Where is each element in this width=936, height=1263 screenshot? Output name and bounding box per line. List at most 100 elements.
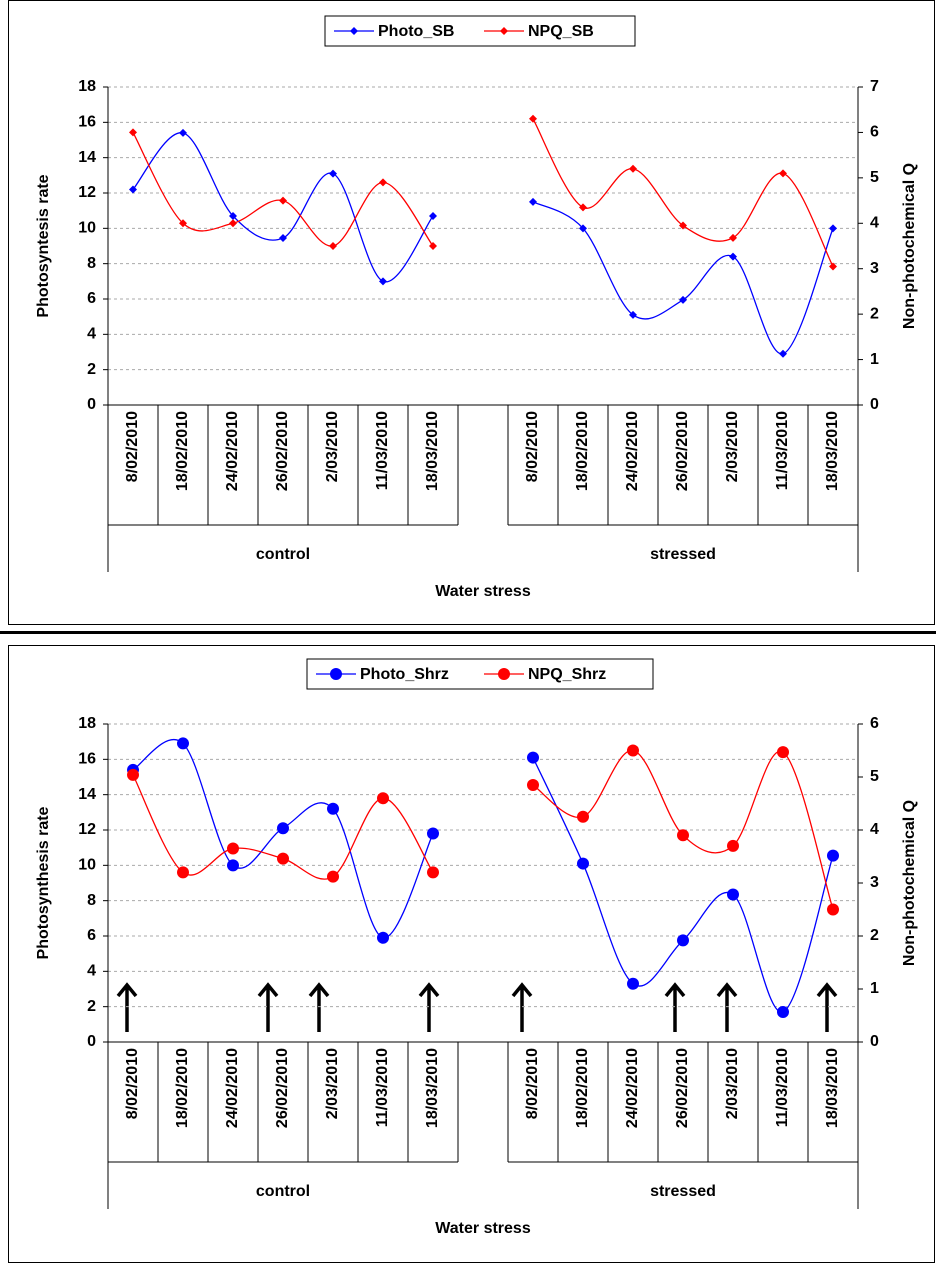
y-tick-label: 8 (87, 255, 96, 272)
x-tick-label: 18/02/2010 (574, 1048, 591, 1128)
x-tick-label: 2/03/2010 (324, 1048, 341, 1119)
data-point (179, 128, 187, 137)
data-point (779, 349, 787, 358)
data-point (579, 203, 587, 212)
series-line (132, 739, 434, 939)
y2-tick-label: 0 (870, 396, 879, 413)
group-label: control (256, 1183, 310, 1200)
y-tick-label: 4 (87, 963, 96, 980)
y-tick-label: 0 (87, 1033, 96, 1050)
y2-tick-label: 0 (870, 1033, 879, 1050)
x-tick-label: 18/03/2010 (824, 1048, 841, 1128)
x-tick-label: 2/03/2010 (724, 1048, 741, 1119)
x-tick-label: 26/02/2010 (274, 1048, 291, 1128)
data-point (627, 744, 639, 757)
data-point (329, 242, 337, 250)
x-tick-label: 18/03/2010 (424, 411, 441, 491)
x-axis-title: Water stress (435, 583, 531, 600)
x-tick-label: 8/02/2010 (524, 1048, 541, 1119)
y-axis-title: Photosyntesis rate (35, 174, 52, 317)
panel-frame (8, 0, 935, 625)
data-point (429, 242, 437, 250)
series-line (132, 132, 434, 247)
y-tick-label: 18 (78, 78, 96, 95)
y2-axis-title: Non-photochemical Q (901, 163, 918, 329)
legend: Photo_Shrz NPQ_Shrz (306, 658, 654, 690)
y2-tick-label: 1 (870, 980, 879, 997)
legend-label: NPQ_Shrz (528, 666, 606, 683)
y2-tick-label: 4 (870, 821, 879, 838)
data-point (677, 829, 689, 842)
legend-label: Photo_SB (378, 23, 454, 40)
x-tick-label: 24/02/2010 (624, 411, 641, 491)
y-tick-label: 16 (78, 751, 96, 768)
data-point (527, 778, 539, 791)
data-point (227, 842, 239, 855)
data-point (129, 128, 137, 137)
data-point (429, 211, 437, 220)
data-point (327, 870, 339, 883)
x-axis-title: Water stress (435, 1220, 531, 1237)
data-point (377, 792, 389, 805)
legend: Photo_SB NPQ_SB (324, 15, 636, 47)
y-tick-label: 2 (87, 998, 96, 1015)
y-tick-label: 10 (78, 857, 96, 874)
data-point (229, 211, 237, 220)
data-point (379, 277, 387, 286)
data-point (529, 114, 537, 123)
series-line (532, 757, 834, 1013)
data-point (327, 802, 339, 815)
x-tick-label: 11/03/2010 (774, 411, 791, 490)
x-tick-label: 18/03/2010 (424, 1048, 441, 1128)
x-tick-label: 26/02/2010 (674, 1048, 691, 1128)
data-point (379, 178, 387, 187)
y2-axis-title: Non-photochemical Q (901, 800, 918, 966)
y-tick-label: 8 (87, 892, 96, 909)
x-tick-label: 18/02/2010 (174, 411, 191, 491)
group-label: stressed (650, 1183, 716, 1200)
y-tick-label: 6 (87, 290, 96, 307)
y2-tick-label: 7 (870, 78, 879, 95)
data-point (279, 234, 287, 243)
data-point (727, 888, 739, 901)
y-tick-label: 0 (87, 396, 96, 413)
y2-tick-label: 6 (870, 715, 879, 732)
data-point (227, 859, 239, 872)
data-point (529, 197, 537, 206)
x-tick-label: 2/03/2010 (324, 411, 341, 482)
data-point (827, 849, 839, 862)
data-point (727, 839, 739, 852)
data-point (229, 219, 237, 228)
data-point (329, 169, 337, 178)
legend-box (306, 658, 654, 690)
data-point (629, 310, 637, 319)
x-tick-label: 18/02/2010 (174, 1048, 191, 1128)
y2-tick-label: 5 (870, 169, 879, 186)
y2-tick-label: 3 (870, 260, 879, 277)
data-point (829, 224, 837, 233)
legend-label: NPQ_SB (528, 23, 594, 40)
data-point (179, 219, 187, 228)
y-tick-label: 12 (78, 821, 96, 838)
series-line (132, 132, 434, 283)
y2-tick-label: 6 (870, 124, 879, 141)
y-tick-label: 16 (78, 114, 96, 131)
data-point (377, 931, 389, 944)
data-point (129, 185, 137, 194)
data-point (677, 934, 689, 947)
x-tick-label: 26/02/2010 (274, 411, 291, 491)
data-point (577, 857, 589, 870)
panel-divider (0, 631, 936, 634)
y2-tick-label: 2 (870, 305, 879, 322)
series-line (532, 201, 834, 355)
y-tick-label: 2 (87, 361, 96, 378)
data-point (177, 737, 189, 750)
arrows (116, 982, 838, 1032)
x-tick-label: 24/02/2010 (224, 411, 241, 491)
x-tick-label: 8/02/2010 (124, 411, 141, 482)
data-point (177, 866, 189, 879)
data-point (427, 827, 439, 840)
data-point (579, 224, 587, 233)
